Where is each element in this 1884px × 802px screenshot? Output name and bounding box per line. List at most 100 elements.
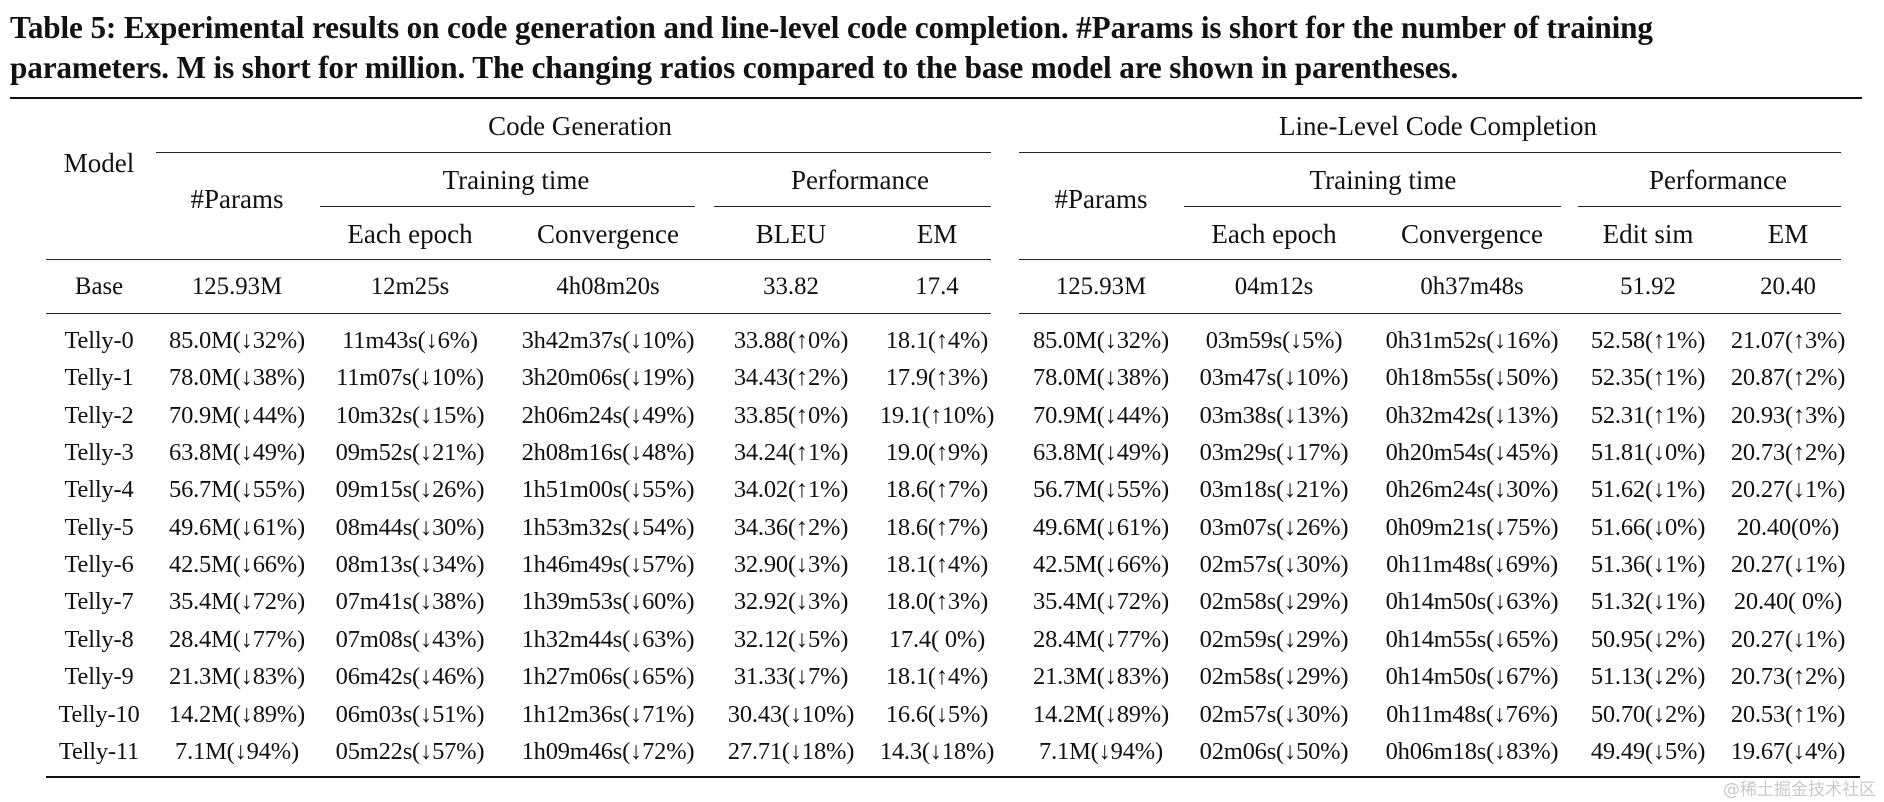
cell-ll-edit-sim: 50.70(↓2%) bbox=[1590, 701, 1706, 728]
line-level-rule bbox=[1019, 152, 1841, 153]
cell-model: Telly-7 bbox=[64, 588, 134, 615]
cell-cg-each-epoch: 07m08s(↓43%) bbox=[335, 626, 485, 653]
header-cg-params: #Params bbox=[190, 184, 284, 214]
cell-ll-params: 49.6M(↓61%) bbox=[1033, 514, 1169, 541]
table-bottom-rule bbox=[46, 776, 1860, 778]
cell-cg-convergence: 1h09m46s(↓72%) bbox=[521, 738, 695, 765]
base-ll-edit-sim: 51.92 bbox=[1620, 273, 1676, 300]
cell-ll-em: 20.87(↑2%) bbox=[1730, 364, 1846, 391]
cell-ll-params: 70.9M(↓44%) bbox=[1033, 402, 1169, 429]
cell-cg-params: 49.6M(↓61%) bbox=[169, 514, 305, 541]
cell-ll-params: 63.8M(↓49%) bbox=[1033, 439, 1169, 466]
cell-cg-bleu: 34.24(↑1%) bbox=[733, 439, 849, 466]
header-ll-convergence: Convergence bbox=[1401, 219, 1543, 249]
cell-ll-convergence: 0h09m21s(↓75%) bbox=[1385, 514, 1559, 541]
cell-cg-each-epoch: 06m03s(↓51%) bbox=[335, 701, 485, 728]
cell-cg-em: 17.4( 0%) bbox=[888, 626, 986, 653]
cell-cg-bleu: 33.85(↑0%) bbox=[733, 402, 849, 429]
cell-ll-edit-sim: 51.62(↓1%) bbox=[1590, 476, 1706, 503]
cell-ll-each-epoch: 02m58s(↓29%) bbox=[1199, 588, 1349, 615]
cell-cg-bleu: 33.88(↑0%) bbox=[733, 327, 849, 354]
base-ll-each-epoch: 04m12s bbox=[1234, 273, 1314, 300]
cell-ll-convergence: 0h31m52s(↓16%) bbox=[1385, 327, 1559, 354]
cell-ll-each-epoch: 03m18s(↓21%) bbox=[1199, 476, 1349, 503]
cell-cg-params: 85.0M(↓32%) bbox=[169, 327, 305, 354]
cell-ll-params: 56.7M(↓55%) bbox=[1033, 476, 1169, 503]
cell-cg-each-epoch: 11m43s(↓6%) bbox=[342, 327, 478, 354]
cell-cg-em: 18.6(↑7%) bbox=[885, 476, 989, 503]
cell-ll-each-epoch: 02m57s(↓30%) bbox=[1199, 701, 1349, 728]
base-ll-params: 125.93M bbox=[1055, 273, 1147, 300]
cell-ll-edit-sim: 51.36(↓1%) bbox=[1590, 551, 1706, 578]
table-caption: Table 5: Experimental results on code ge… bbox=[10, 8, 1884, 88]
cell-model: Telly-0 bbox=[64, 327, 134, 354]
cell-cg-each-epoch: 08m13s(↓34%) bbox=[335, 551, 485, 578]
cell-ll-convergence: 0h14m50s(↓63%) bbox=[1385, 588, 1559, 615]
header-code-generation: Code Generation bbox=[488, 111, 672, 141]
cell-ll-edit-sim: 51.81(↓0%) bbox=[1590, 439, 1706, 466]
cell-cg-each-epoch: 08m44s(↓30%) bbox=[335, 514, 485, 541]
caption-line-2: parameters. M is short for million. The … bbox=[10, 50, 1459, 85]
cell-cg-each-epoch: 10m32s(↓15%) bbox=[335, 402, 485, 429]
cell-ll-each-epoch: 03m29s(↓17%) bbox=[1199, 439, 1349, 466]
cell-ll-params: 14.2M(↓89%) bbox=[1033, 701, 1169, 728]
cell-ll-edit-sim: 52.58(↑1%) bbox=[1590, 327, 1706, 354]
cg-training-time-rule bbox=[320, 206, 695, 207]
cell-cg-params: 21.3M(↓83%) bbox=[169, 663, 305, 690]
cell-cg-convergence: 1h39m53s(↓60%) bbox=[521, 588, 695, 615]
base-cg-each-epoch: 12m25s bbox=[370, 273, 450, 300]
header-model: Model bbox=[63, 148, 135, 178]
ll-training-time-rule bbox=[1184, 206, 1561, 207]
cell-cg-each-epoch: 09m52s(↓21%) bbox=[335, 439, 485, 466]
cell-ll-convergence: 0h14m55s(↓65%) bbox=[1385, 626, 1559, 653]
cell-model: Telly-4 bbox=[64, 476, 134, 503]
cell-cg-convergence: 1h46m49s(↓57%) bbox=[521, 551, 695, 578]
cell-ll-convergence: 0h11m48s(↓69%) bbox=[1386, 551, 1558, 578]
cell-model: Telly-10 bbox=[58, 701, 140, 728]
cell-model: Telly-3 bbox=[64, 439, 134, 466]
cell-ll-each-epoch: 03m07s(↓26%) bbox=[1199, 514, 1349, 541]
cell-ll-edit-sim: 50.95(↓2%) bbox=[1590, 626, 1706, 653]
cell-cg-each-epoch: 11m07s(↓10%) bbox=[336, 364, 484, 391]
cell-ll-convergence: 0h11m48s(↓76%) bbox=[1386, 701, 1558, 728]
cell-ll-each-epoch: 02m59s(↓29%) bbox=[1199, 626, 1349, 653]
cell-ll-edit-sim: 52.35(↑1%) bbox=[1590, 364, 1706, 391]
cell-cg-each-epoch: 06m42s(↓46%) bbox=[335, 663, 485, 690]
cell-ll-params: 28.4M(↓77%) bbox=[1033, 626, 1169, 653]
cell-cg-em: 19.0(↑9%) bbox=[885, 439, 989, 466]
cell-cg-em: 18.1(↑4%) bbox=[885, 663, 989, 690]
cell-model: Telly-11 bbox=[58, 738, 140, 765]
cell-cg-params: 78.0M(↓38%) bbox=[169, 364, 305, 391]
cell-model: Telly-1 bbox=[64, 364, 134, 391]
cell-ll-em: 20.73(↑2%) bbox=[1730, 439, 1846, 466]
cell-ll-convergence: 0h18m55s(↓50%) bbox=[1385, 364, 1559, 391]
cell-cg-bleu: 32.92(↓3%) bbox=[733, 588, 849, 615]
base-cg-bleu: 33.82 bbox=[763, 273, 819, 300]
cell-ll-edit-sim: 51.32(↓1%) bbox=[1590, 588, 1706, 615]
cell-ll-params: 42.5M(↓66%) bbox=[1033, 551, 1169, 578]
cg-performance-rule bbox=[714, 206, 991, 207]
cell-cg-convergence: 2h06m24s(↓49%) bbox=[521, 402, 695, 429]
cell-cg-params: 7.1M(↓94%) bbox=[175, 738, 299, 765]
cell-ll-edit-sim: 51.66(↓0%) bbox=[1590, 514, 1706, 541]
header-bottom-rule-right bbox=[1019, 259, 1841, 260]
cell-ll-params: 7.1M(↓94%) bbox=[1039, 738, 1163, 765]
cell-ll-each-epoch: 03m38s(↓13%) bbox=[1199, 402, 1349, 429]
cell-cg-em: 17.9(↑3%) bbox=[885, 364, 989, 391]
cell-cg-bleu: 34.43(↑2%) bbox=[733, 364, 849, 391]
header-ll-each-epoch: Each epoch bbox=[1211, 219, 1337, 249]
cell-cg-em: 18.1(↑4%) bbox=[885, 327, 989, 354]
header-cg-training-time: Training time bbox=[442, 165, 590, 195]
base-cg-convergence: 4h08m20s bbox=[556, 273, 660, 300]
cell-cg-convergence: 1h51m00s(↓55%) bbox=[521, 476, 695, 503]
cell-cg-params: 63.8M(↓49%) bbox=[169, 439, 305, 466]
base-bottom-rule-right bbox=[1019, 313, 1841, 314]
cell-ll-em: 20.40(0%) bbox=[1736, 514, 1840, 541]
cell-model: Telly-2 bbox=[64, 402, 134, 429]
base-ll-em: 20.40 bbox=[1760, 273, 1816, 300]
cell-ll-em: 20.73(↑2%) bbox=[1730, 663, 1846, 690]
cell-ll-convergence: 0h32m42s(↓13%) bbox=[1385, 402, 1559, 429]
header-ll-edit-sim: Edit sim bbox=[1602, 219, 1694, 249]
header-bottom-rule-left bbox=[46, 259, 991, 260]
cell-cg-bleu: 30.43(↓10%) bbox=[727, 701, 855, 728]
